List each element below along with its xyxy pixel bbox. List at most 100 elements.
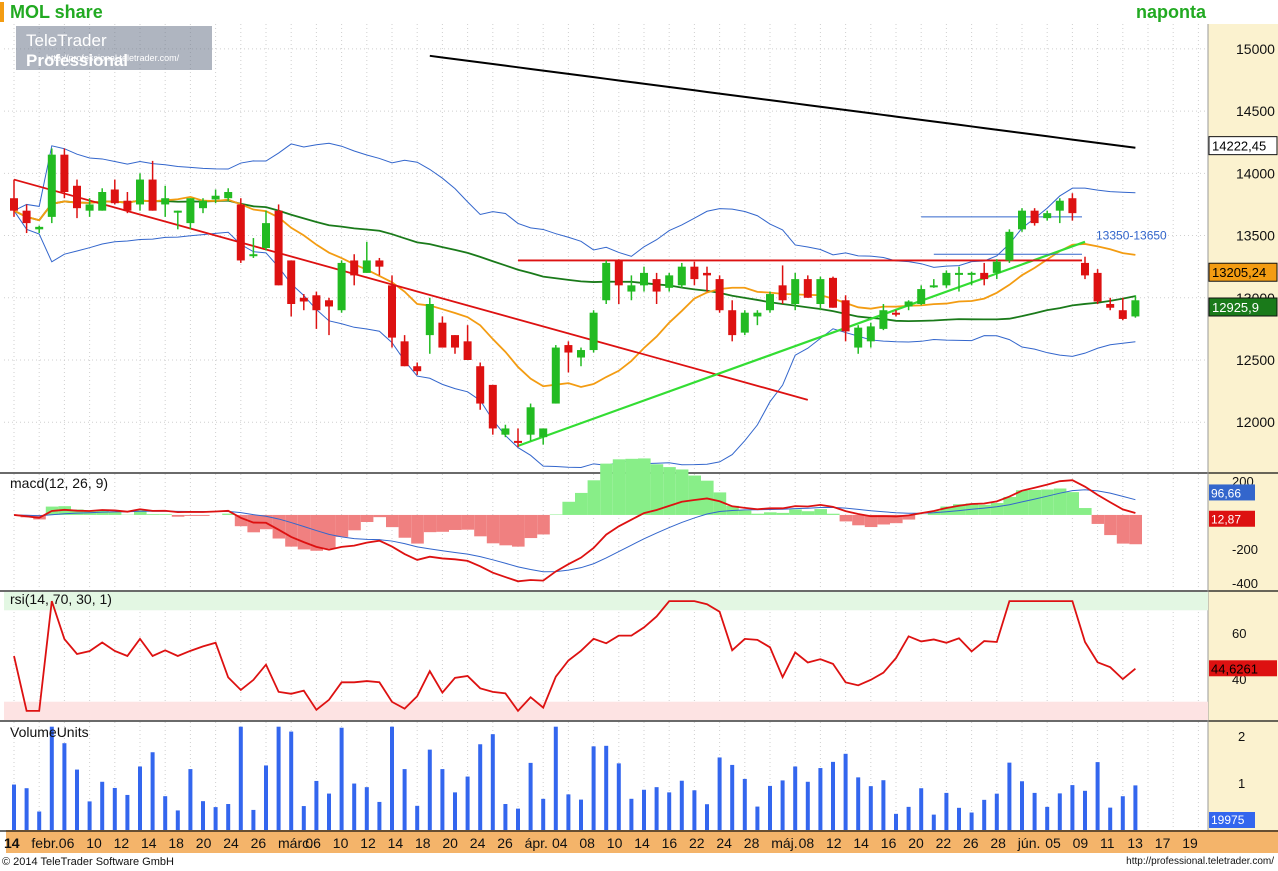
- macd-histogram-bar: [776, 512, 790, 515]
- volume-bar: [793, 766, 798, 830]
- candle-body: [1081, 262, 1089, 276]
- volume-bar: [881, 780, 886, 830]
- date-tick-label: 13: [1127, 835, 1143, 851]
- bollinger-upper: [13, 142, 1136, 268]
- date-axis-background: [0, 830, 1278, 853]
- candle-body: [236, 204, 245, 261]
- volume-bar: [24, 788, 29, 830]
- candle-body: [627, 285, 636, 292]
- macd-line: [13, 479, 1136, 583]
- candle-body: [199, 200, 207, 209]
- candle-body: [249, 254, 258, 257]
- candle-body: [526, 407, 535, 435]
- candle-body: [1131, 300, 1140, 317]
- macd-histogram-bar: [940, 506, 953, 515]
- volume-bar: [868, 786, 873, 830]
- volume-bar: [667, 792, 672, 830]
- macd-histogram-bar: [990, 503, 1004, 515]
- candle-body: [98, 192, 107, 211]
- volume-bar: [264, 765, 268, 830]
- candle-body: [186, 198, 195, 224]
- volume-bar: [982, 799, 987, 830]
- volume-bar: [843, 753, 848, 830]
- macd-histogram-bar: [713, 492, 727, 515]
- macd-histogram-bar: [1116, 514, 1130, 544]
- candle-body: [375, 260, 384, 267]
- volume-bar: [415, 805, 420, 830]
- candle-body: [148, 179, 157, 211]
- candle-body: [1106, 304, 1115, 308]
- volume-bar: [238, 726, 243, 830]
- date-tick-label: 12: [114, 835, 130, 851]
- candle-body: [47, 154, 56, 217]
- volume-bar: [1007, 762, 1012, 830]
- volume-bar: [1095, 762, 1100, 830]
- candle-body: [337, 262, 346, 311]
- candle-body: [85, 204, 94, 211]
- volume-bar: [919, 788, 924, 830]
- volume-bar: [150, 752, 155, 830]
- rsi-tick-label: 60: [1232, 626, 1246, 641]
- candle-body: [1030, 210, 1039, 224]
- volume-bar: [742, 778, 747, 830]
- rsi-overbought-zone: [4, 592, 1208, 611]
- volume-bar: [62, 743, 67, 830]
- macd-histogram-bar: [184, 514, 197, 516]
- macd-histogram-bar: [1104, 514, 1117, 536]
- date-tick-label: 20: [196, 835, 212, 851]
- candle-body: [413, 366, 422, 372]
- candle-body: [262, 223, 270, 248]
- volume-bar: [944, 792, 949, 830]
- volume-bar: [692, 790, 697, 830]
- macd-histogram-bar: [537, 514, 550, 535]
- logo-url: http://professional.teletrader.com/: [46, 53, 180, 63]
- macd-histogram-bar: [650, 464, 664, 515]
- title-bar: MOL share naponta: [0, 0, 1278, 24]
- volume-bar: [1083, 790, 1087, 830]
- volume-bar: [478, 744, 483, 830]
- rsi-oversold-zone: [4, 701, 1208, 720]
- date-tick-label: 04: [552, 835, 568, 851]
- candle-body: [728, 310, 737, 336]
- date-tick-label: 06: [305, 835, 321, 851]
- macd-histogram-bar: [827, 513, 840, 515]
- price-current-badge: [1208, 262, 1278, 282]
- date-tick-label: 14: [634, 835, 650, 851]
- volume-bar: [503, 804, 508, 830]
- candle-body: [1118, 310, 1127, 319]
- macd-histogram-bar: [663, 467, 676, 515]
- candle-body: [299, 297, 308, 302]
- macd-histogram-bar: [285, 514, 298, 547]
- volume-bar: [642, 789, 646, 830]
- price-tick-label: 14000: [1236, 165, 1275, 181]
- volume-bar: [994, 793, 999, 830]
- candle-body: [652, 279, 661, 292]
- candle-body: [539, 428, 548, 438]
- candle-body: [854, 327, 863, 348]
- price-tick-label: 12500: [1236, 352, 1275, 368]
- macd-histogram-bar: [1079, 508, 1092, 515]
- candle-body: [677, 266, 686, 286]
- macd-histogram-bar: [625, 458, 638, 515]
- candle-body: [312, 295, 321, 311]
- sma-20-line: [13, 195, 1136, 388]
- candle-body: [892, 312, 900, 315]
- macd-current-badge: [1209, 484, 1255, 501]
- volume-bar: [138, 766, 142, 830]
- macd-histogram-bar: [449, 514, 462, 530]
- date-tick-label: 12: [360, 835, 376, 851]
- candle-body: [564, 345, 573, 353]
- candle-body: [73, 185, 81, 209]
- macd-histogram-bar: [1028, 489, 1042, 515]
- candle-body: [123, 200, 132, 211]
- candle-body: [224, 192, 233, 199]
- macd-histogram-bar: [499, 514, 512, 546]
- date-axis-start: [0, 830, 6, 853]
- candle-body: [766, 294, 774, 311]
- volume-bar: [679, 780, 684, 830]
- candle-body: [501, 428, 510, 435]
- date-tick-label: 19: [1182, 835, 1198, 851]
- date-tick-label: ápr.: [525, 835, 548, 851]
- period-selector[interactable]: naponta: [1136, 2, 1206, 22]
- macd-histogram-bar: [474, 514, 487, 537]
